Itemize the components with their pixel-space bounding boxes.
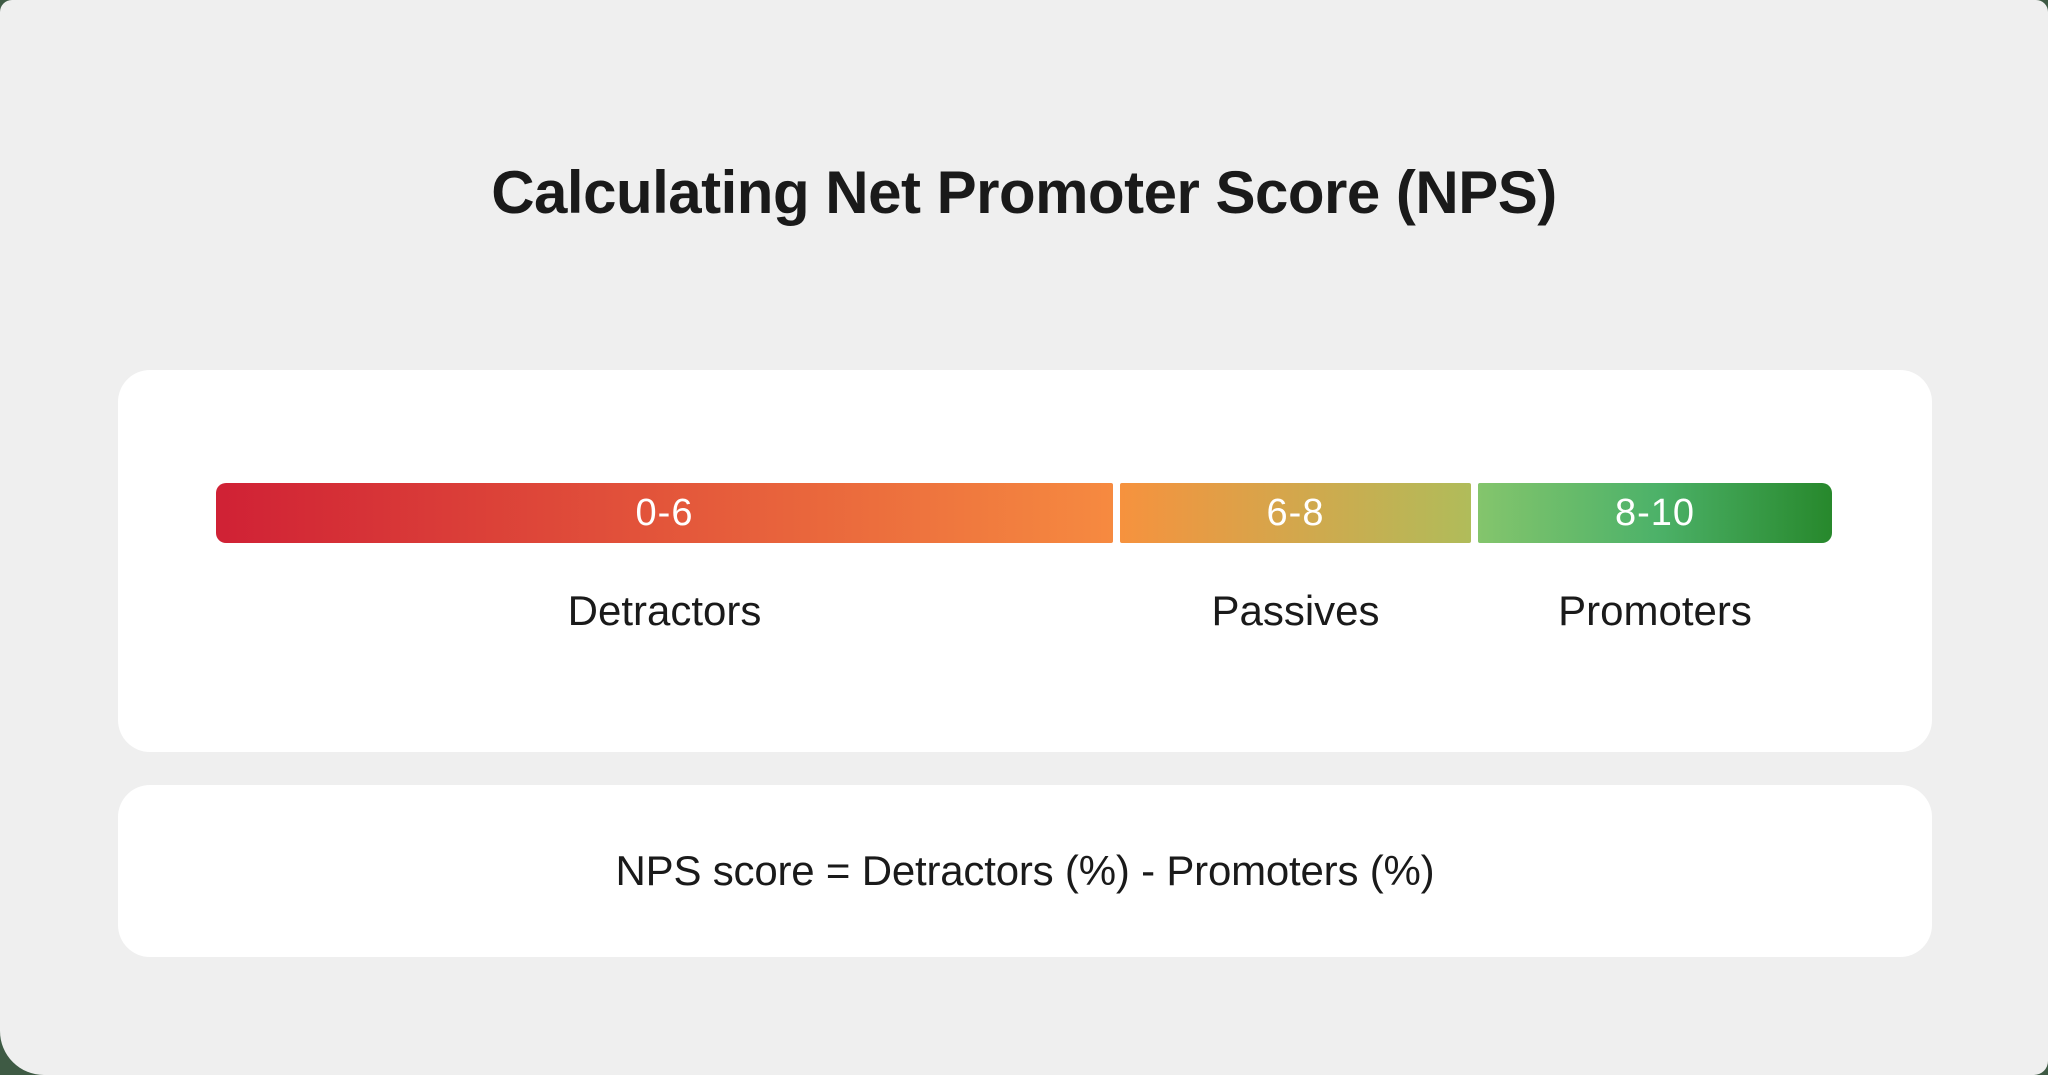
segment-passives: 6-8 — [1120, 483, 1471, 543]
nps-formula-text: NPS score = Detractors (%) - Promoters (… — [615, 847, 1435, 894]
page-title: Calculating Net Promoter Score (NPS) — [491, 159, 1557, 226]
segment-range-label-detractors: 0-6 — [635, 491, 694, 534]
segment-range-label-promoters: 8-10 — [1614, 491, 1696, 534]
group-label-promoters: Promoters — [1558, 587, 1752, 634]
nps-scale-card: 0-6 6-8 8-10 Detractors Passives Promote… — [118, 370, 1932, 752]
group-cell-passives: Passives — [1120, 585, 1471, 637]
group-label-detractors: Detractors — [567, 587, 762, 634]
group-label-passives: Passives — [1211, 587, 1380, 634]
group-cell-promoters: Promoters — [1478, 585, 1832, 637]
group-cell-detractors: Detractors — [216, 585, 1113, 637]
nps-scale-bar: 0-6 6-8 8-10 — [216, 483, 1832, 543]
segment-promoters: 8-10 — [1478, 483, 1832, 543]
segment-detractors: 0-6 — [216, 483, 1113, 543]
nps-formula-card: NPS score = Detractors (%) - Promoters (… — [118, 785, 1932, 957]
group-labels-row: Detractors Passives Promoters — [216, 585, 1832, 637]
segment-range-label-passives: 6-8 — [1266, 491, 1325, 534]
